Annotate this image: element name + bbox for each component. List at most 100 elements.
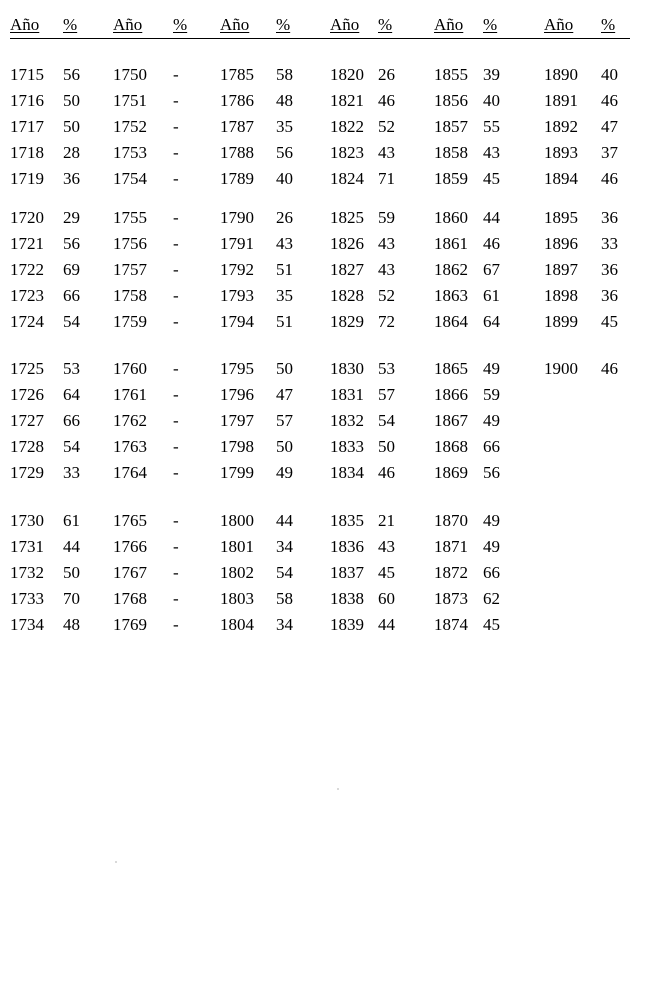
table-block: 1715 56 1750 - 1785 58 1820 26 1855 39 1890 40 1716 5… — [0, 62, 645, 192]
cell-year: 1830 — [330, 359, 364, 378]
cell-percent: 46 — [601, 91, 618, 110]
cell-year: 1821 — [330, 91, 364, 110]
cell-year: 1870 — [434, 511, 468, 530]
cell-percent: 50 — [63, 563, 80, 582]
cell-percent: 61 — [483, 286, 500, 305]
cell-year: 1890 — [544, 65, 578, 84]
cell-year: 1791 — [220, 234, 254, 253]
cell-year: 1792 — [220, 260, 254, 279]
cell-percent: 54 — [276, 563, 293, 582]
cell-percent: 37 — [601, 143, 618, 162]
cell-percent: 57 — [276, 411, 293, 430]
cell-percent: 67 — [483, 260, 500, 279]
cell-year: 1839 — [330, 615, 364, 634]
cell-year: 1896 — [544, 234, 578, 253]
cell-year: 1760 — [113, 359, 147, 378]
cell-percent: 71 — [378, 169, 395, 188]
cell-percent: 46 — [378, 463, 395, 482]
cell-percent: 54 — [63, 437, 80, 456]
cell-year: 1768 — [113, 589, 147, 608]
cell-percent: - — [173, 615, 179, 634]
cell-year: 1730 — [10, 511, 44, 530]
table-header-row: Año% Año% Año% Año% Año% Año% — [0, 14, 645, 38]
cell-percent: - — [173, 117, 179, 136]
cell-year: 1823 — [330, 143, 364, 162]
scan-speck — [337, 788, 339, 790]
cell-percent: 51 — [276, 312, 293, 331]
table-row: 1719 36 1754 - 1789 40 1824 71 1859 45 1894 46 — [0, 166, 645, 192]
cell-percent: 43 — [276, 234, 293, 253]
cell-year: 1762 — [113, 411, 147, 430]
cell-year: 1866 — [434, 385, 468, 404]
cell-year: 1862 — [434, 260, 468, 279]
cell-year: 1799 — [220, 463, 254, 482]
cell-percent: 53 — [378, 359, 395, 378]
cell-year: 1728 — [10, 437, 44, 456]
cell-year: 1719 — [10, 169, 44, 188]
cell-year: 1755 — [113, 208, 147, 227]
table-row: 1724 54 1759 - 1794 51 1829 72 1864 64 1899 45 — [0, 309, 645, 335]
cell-year: 1820 — [330, 65, 364, 84]
cell-percent: 62 — [483, 589, 500, 608]
column-header-year-1: Año — [113, 15, 143, 34]
cell-year: 1733 — [10, 589, 44, 608]
cell-year: 1826 — [330, 234, 364, 253]
cell-year: 1759 — [113, 312, 147, 331]
cell-year: 1868 — [434, 437, 468, 456]
cell-percent: 69 — [63, 260, 80, 279]
cell-percent: 48 — [276, 91, 293, 110]
cell-year: 1715 — [10, 65, 44, 84]
cell-year: 1718 — [10, 143, 44, 162]
table-row: 1715 56 1750 - 1785 58 1820 26 1855 39 1890 40 — [0, 62, 645, 88]
cell-year: 1753 — [113, 143, 147, 162]
cell-percent: 45 — [378, 563, 395, 582]
cell-percent: 66 — [63, 286, 80, 305]
table-row: 1731 44 1766 - 1801 34 1836 43 1871 49 — [0, 534, 645, 560]
column-header-year-0: Año — [10, 15, 40, 34]
column-header-year-5: Año — [544, 15, 574, 34]
table-row: 1728 54 1763 - 1798 50 1833 50 1868 66 — [0, 434, 645, 460]
cell-percent: 53 — [63, 359, 80, 378]
cell-year: 1871 — [434, 537, 468, 556]
cell-year: 1790 — [220, 208, 254, 227]
cell-year: 1767 — [113, 563, 147, 582]
cell-year: 1752 — [113, 117, 147, 136]
cell-year: 1836 — [330, 537, 364, 556]
cell-percent: 50 — [63, 91, 80, 110]
cell-year: 1828 — [330, 286, 364, 305]
cell-percent: 54 — [378, 411, 395, 430]
table-row: 1722 69 1757 - 1792 51 1827 43 1862 67 1897 36 — [0, 257, 645, 283]
cell-percent: 33 — [63, 463, 80, 482]
table-row: 1726 64 1761 - 1796 47 1831 57 1866 59 — [0, 382, 645, 408]
column-header-year-2: Año — [220, 15, 250, 34]
cell-percent: 66 — [483, 563, 500, 582]
cell-percent: 43 — [378, 234, 395, 253]
cell-year: 1831 — [330, 385, 364, 404]
cell-year: 1872 — [434, 563, 468, 582]
table-row: 1729 33 1764 - 1799 49 1834 46 1869 56 — [0, 460, 645, 486]
cell-year: 1766 — [113, 537, 147, 556]
cell-percent: - — [173, 260, 179, 279]
cell-percent: 21 — [378, 511, 395, 530]
cell-year: 1785 — [220, 65, 254, 84]
cell-year: 1756 — [113, 234, 147, 253]
cell-year: 1787 — [220, 117, 254, 136]
cell-year: 1833 — [330, 437, 364, 456]
cell-percent: 49 — [483, 511, 500, 530]
cell-percent: 59 — [378, 208, 395, 227]
cell-percent: 28 — [63, 143, 80, 162]
column-header-percent-1: % — [173, 15, 188, 34]
table-row: 1720 29 1755 - 1790 26 1825 59 1860 44 1895 36 — [0, 205, 645, 231]
cell-year: 1797 — [220, 411, 254, 430]
cell-percent: 56 — [63, 234, 80, 253]
cell-percent: - — [173, 463, 179, 482]
cell-percent: 51 — [276, 260, 293, 279]
cell-year: 1900 — [544, 359, 578, 378]
table-row: 1718 28 1753 - 1788 56 1823 43 1858 43 1893 37 — [0, 140, 645, 166]
cell-percent: 45 — [483, 615, 500, 634]
cell-year: 1795 — [220, 359, 254, 378]
cell-year: 1856 — [434, 91, 468, 110]
cell-percent: 36 — [601, 208, 618, 227]
cell-year: 1874 — [434, 615, 468, 634]
cell-year: 1898 — [544, 286, 578, 305]
